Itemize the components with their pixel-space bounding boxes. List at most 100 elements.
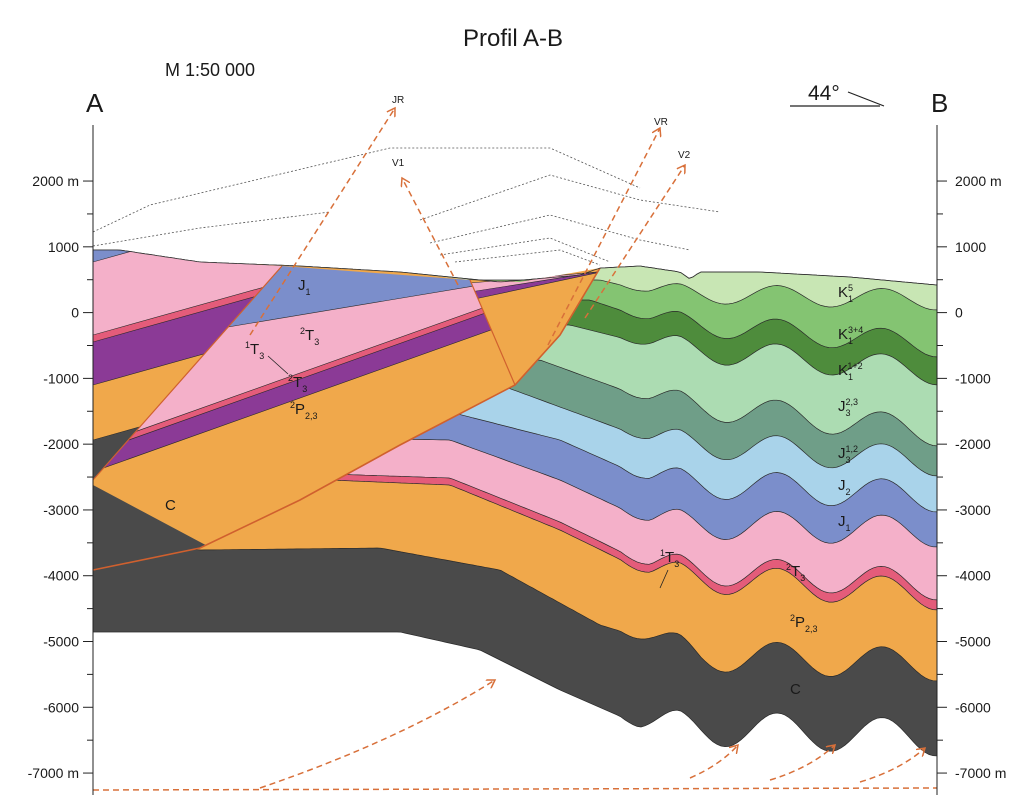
label-base: T <box>791 563 800 580</box>
label-leader <box>659 569 669 589</box>
label-base: J <box>838 398 846 415</box>
layer-label: C <box>165 497 176 514</box>
label-superscript: 5 <box>848 283 853 293</box>
tick-label: 2000 m <box>32 173 79 189</box>
layer-boundary <box>92 539 938 682</box>
label-base: P <box>795 614 805 631</box>
label-base: J <box>838 477 846 494</box>
label-prefix: 2 <box>786 562 791 572</box>
tick-label: -1000 <box>955 370 991 386</box>
eroded-horizon <box>92 211 331 247</box>
eroded-horizon <box>429 214 691 251</box>
eroded-horizon <box>92 147 641 233</box>
tick-label: -7000 m <box>28 765 79 781</box>
detachment-line <box>92 787 938 791</box>
fault-arrow <box>259 680 495 789</box>
label-subscript: 3 <box>846 455 851 465</box>
label-prefix: 2 <box>290 400 295 410</box>
tick-label: -3000 <box>43 502 79 518</box>
tick-label: -2000 <box>43 436 79 452</box>
layer-label: K11+2 <box>838 361 863 382</box>
fault-v1 <box>469 279 516 386</box>
label-base: T <box>293 374 302 391</box>
fault-label: V2 <box>678 150 691 161</box>
label-superscript: 1+2 <box>847 361 862 371</box>
layer-label: 2T3 <box>786 562 805 583</box>
label-superscript: 3+4 <box>848 325 863 335</box>
layer-label: J32,3 <box>838 397 858 418</box>
profile-start: A <box>86 88 104 118</box>
eroded-horizon <box>454 249 601 266</box>
label-subscript: 2 <box>846 487 851 497</box>
label-base: T <box>665 549 674 566</box>
scale-label: M 1:50 000 <box>165 60 255 80</box>
label-base: J <box>838 513 846 530</box>
tick-label: -5000 <box>955 634 991 650</box>
layer-label: 2P2,3 <box>290 400 318 421</box>
surface-line <box>93 249 938 286</box>
tick-label: -4000 <box>43 568 79 584</box>
dip-label: 44° <box>808 82 840 105</box>
label-subscript: 1 <box>846 523 851 533</box>
tick-label: 2000 m <box>955 173 1002 189</box>
label-base: K <box>838 284 848 301</box>
label-base: C <box>790 681 801 698</box>
label-subscript: 3 <box>674 559 679 569</box>
layer-label: K13+4 <box>838 325 863 346</box>
label-prefix: 1 <box>245 340 250 350</box>
label-subscript: 2,3 <box>805 624 818 634</box>
label-subscript: 3 <box>846 408 851 418</box>
fault-arrow <box>584 165 685 319</box>
label-subscript: 3 <box>314 337 319 347</box>
label-base: C <box>165 497 176 514</box>
label-base: J <box>298 277 306 294</box>
tick-label: 1000 <box>48 239 79 255</box>
fault-arrow <box>249 108 395 336</box>
tick-label: -5000 <box>43 634 79 650</box>
layer-label: 1T3 <box>245 340 264 361</box>
label-prefix: 2 <box>288 373 293 383</box>
tick-label: 0 <box>71 305 79 321</box>
label-prefix: 1 <box>660 548 665 558</box>
layer-label: K15 <box>838 283 853 304</box>
label-subscript: 1 <box>848 372 853 382</box>
fault-label: JR <box>392 95 404 106</box>
fault-label: VR <box>654 117 668 128</box>
label-superscript: 2,3 <box>846 397 859 407</box>
eroded-horizon <box>419 174 721 221</box>
label-base: K <box>838 362 848 379</box>
layer-label: J31,2 <box>838 444 858 465</box>
tick-label: 1000 <box>955 239 986 255</box>
label-subscript: 1 <box>848 336 853 346</box>
layer-label: J1 <box>298 277 311 297</box>
label-base: T <box>305 327 314 344</box>
label-subscript: 1 <box>306 287 311 297</box>
label-prefix: 2 <box>790 613 795 623</box>
layer-label: C <box>790 681 801 698</box>
fault-jr <box>92 265 283 481</box>
title: Profil A-B <box>463 25 563 52</box>
tick-label: -3000 <box>955 502 991 518</box>
fault-arrow <box>689 745 738 779</box>
tick-label: -6000 <box>955 699 991 715</box>
rock-layer <box>93 250 282 480</box>
main-fault <box>92 267 601 571</box>
tick-label: -1000 <box>43 370 79 386</box>
label-subscript: 3 <box>259 351 264 361</box>
label-superscript: 1,2 <box>846 444 859 454</box>
label-prefix: 2 <box>300 326 305 336</box>
layer-label: J2 <box>838 477 851 497</box>
label-subscript: 3 <box>800 573 805 583</box>
layer-label: 2T3 <box>288 373 307 394</box>
tick-label: -4000 <box>955 568 991 584</box>
rock-layer <box>93 485 215 570</box>
label-leader <box>267 355 289 375</box>
layer-label: J1 <box>838 513 851 533</box>
tick-label: -6000 <box>43 699 79 715</box>
label-subscript: 2,3 <box>305 411 318 421</box>
layer-label: 2T3 <box>300 326 319 347</box>
label-base: K <box>838 326 848 343</box>
fault-label: V1 <box>392 158 405 169</box>
tick-label: -2000 <box>955 436 991 452</box>
